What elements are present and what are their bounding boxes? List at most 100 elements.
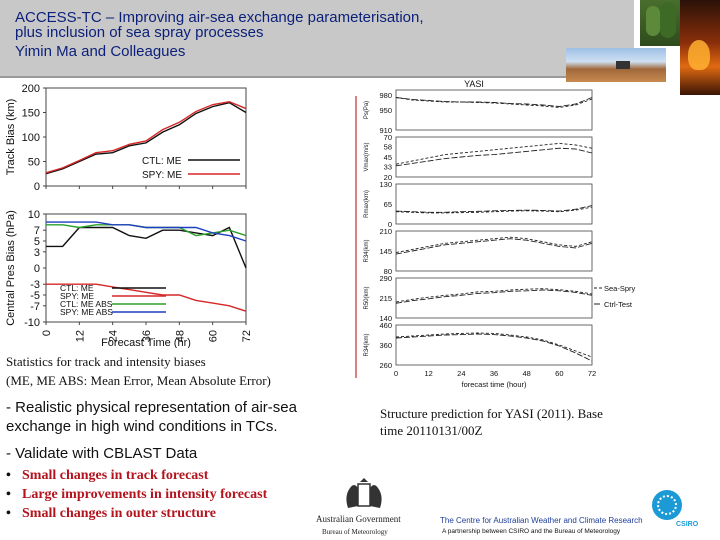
track-bias-chart: 200 150 100 50 0 Track Bias (km) CTL: ME SPY: M… xyxy=(5,83,247,193)
yasi-ytick-label: 460 xyxy=(379,321,392,330)
yasi-panel-ylabel: R34(km) xyxy=(364,239,370,262)
pres-legend-label: CTL: ME xyxy=(60,283,94,293)
bureau-name: Bureau of Meteorology xyxy=(322,528,388,536)
yasi-panel-frame xyxy=(395,230,593,272)
pres-xtick-label: 60 xyxy=(208,330,220,342)
track-series-line xyxy=(45,100,247,174)
coat-of-arms-icon xyxy=(346,478,382,508)
yasi-series-line xyxy=(395,288,593,303)
authors: Yimin Ma and Colleagues xyxy=(15,43,186,60)
pres-ytick-label: -3 xyxy=(30,279,40,291)
yasi-ytick-label: 0 xyxy=(388,220,392,229)
yasi-panel-ylabel: Vmax(m/s) xyxy=(364,143,370,172)
centre-name: The Centre for Australian Weather and Cl… xyxy=(440,516,643,525)
track-ylabel: Track Bias (km) xyxy=(5,99,17,176)
stats-caption-line1: Statistics for track and intensity biase… xyxy=(6,354,206,369)
slide-title-line2: plus inclusion of sea spray processes xyxy=(15,24,264,41)
yasi-xtick-label: 36 xyxy=(490,369,498,378)
physical-caption: - Realistic physical representation of a… xyxy=(6,398,356,436)
yasi-ytick-label: 140 xyxy=(379,314,392,323)
csiro-logo xyxy=(652,490,682,520)
slide-title-line1: ACCESS-TC – Improving air-sea exchange p… xyxy=(15,9,424,26)
track-ytick-label: 150 xyxy=(22,108,40,120)
pres-ytick-label: -10 xyxy=(24,317,40,329)
yasi-ytick-label: 260 xyxy=(379,361,392,370)
track-ytick-label: 50 xyxy=(28,157,40,169)
track-legend-label: CTL: ME xyxy=(142,156,182,167)
pres-xtick-label: 36 xyxy=(141,330,153,342)
pres-ytick-label: -5 xyxy=(30,290,40,302)
yasi-ytick-label: 65 xyxy=(384,200,392,209)
track-ytick-label: 100 xyxy=(22,132,40,144)
yasi-xtick-label: 72 xyxy=(588,369,596,378)
yasi-series-line xyxy=(395,97,593,107)
pres-ylabel: Central Pres Bias (hPa) xyxy=(5,210,17,326)
yasi-panel-frame xyxy=(395,89,593,131)
pres-xlabel: Forecast Time (hr) xyxy=(101,337,191,348)
pres-ytick-label: -7 xyxy=(30,301,40,313)
pres-ytick-label: 7 xyxy=(34,225,40,237)
track-legend-label: SPY: ME xyxy=(142,170,182,181)
pres-series-line xyxy=(46,221,247,242)
physical-caption-line2: exchange in high wind conditions in TCs. xyxy=(6,418,278,435)
csiro-label: CSIRO xyxy=(676,521,699,528)
farm-field-photo xyxy=(566,48,666,82)
bullet-text: Small changes in track forecast xyxy=(22,468,209,483)
yasi-xtick-label: 48 xyxy=(522,369,530,378)
australian-government-logo: Australian Government Bureau of Meteorol… xyxy=(314,478,414,538)
yasi-ytick-label: 33 xyxy=(384,163,392,172)
stats-caption: Statistics for track and intensity biase… xyxy=(6,354,346,389)
list-item: • Small changes in outer structure xyxy=(6,506,216,521)
pres-ytick-label: 5 xyxy=(34,236,40,248)
yasi-xtick-label: 0 xyxy=(394,369,398,378)
yasi-panel-ylabel: Rmax(km) xyxy=(364,190,370,218)
bullet-text: Small changes in outer structure xyxy=(22,506,216,521)
yasi-legend-label: Sea-Spry xyxy=(604,284,636,293)
pres-series-line xyxy=(46,283,247,312)
yasi-xtick-label: 24 xyxy=(457,369,465,378)
yasi-ytick-label: 210 xyxy=(379,227,392,236)
list-item: • Small changes in track forecast xyxy=(6,468,209,483)
yasi-panel-ylabel: R34(km) xyxy=(364,333,370,356)
pres-xtick-label: 48 xyxy=(174,330,186,342)
pres-xtick-label: 12 xyxy=(74,330,86,342)
yasi-series-line xyxy=(395,206,593,214)
yasi-series-line xyxy=(395,97,593,108)
yasi-panel-ylabel: Ps(Pa) xyxy=(364,101,370,119)
yasi-ytick-label: 70 xyxy=(384,133,392,142)
yasi-legend-label: Ctrl-Test xyxy=(604,300,633,309)
gov-name: Australian Government xyxy=(316,514,401,524)
pres-ytick-label: 10 xyxy=(28,209,40,221)
bullet-text: Large improvements in intensity forecast xyxy=(22,487,268,502)
pres-xtick-label: 24 xyxy=(108,330,120,342)
yasi-series-line xyxy=(395,238,593,255)
track-ytick-label: 0 xyxy=(34,181,40,193)
title-banner: ACCESS-TC – Improving air-sea exchange p… xyxy=(0,0,634,78)
yasi-xtick-label: 60 xyxy=(555,369,563,378)
track-ytick-label: 200 xyxy=(22,83,40,95)
yasi-series-line xyxy=(395,332,593,358)
yasi-ytick-label: 360 xyxy=(379,341,392,350)
partnership-text: A partnership between CSIRO and the Bure… xyxy=(442,528,621,535)
pres-xtick-label: 72 xyxy=(241,330,253,342)
yasi-ytick-label: 58 xyxy=(384,143,392,152)
pres-legend-label: SPY: ME ABS xyxy=(60,307,113,317)
stats-caption-line2: (ME, ME ABS: Mean Error, Mean Absolute E… xyxy=(6,373,271,388)
yasi-xtick-label: 12 xyxy=(424,369,432,378)
pres-ytick-label: 0 xyxy=(34,263,40,275)
validate-caption: - Validate with CBLAST Data xyxy=(6,445,198,462)
yasi-panel-frame xyxy=(395,324,593,366)
pres-legend-label: CTL: ME ABS xyxy=(60,299,113,309)
structure-caption-line2: time 20110131/00Z xyxy=(380,423,483,438)
track-series-line xyxy=(45,101,247,175)
bushfire-photo xyxy=(680,0,720,95)
yasi-ytick-label: 145 xyxy=(379,247,392,256)
yasi-ytick-label: 80 xyxy=(384,267,392,276)
yasi-ytick-label: 45 xyxy=(384,153,392,162)
yasi-series-line xyxy=(395,333,593,362)
yasi-ytick-label: 20 xyxy=(384,173,392,182)
yasi-ytick-label: 215 xyxy=(379,294,392,303)
